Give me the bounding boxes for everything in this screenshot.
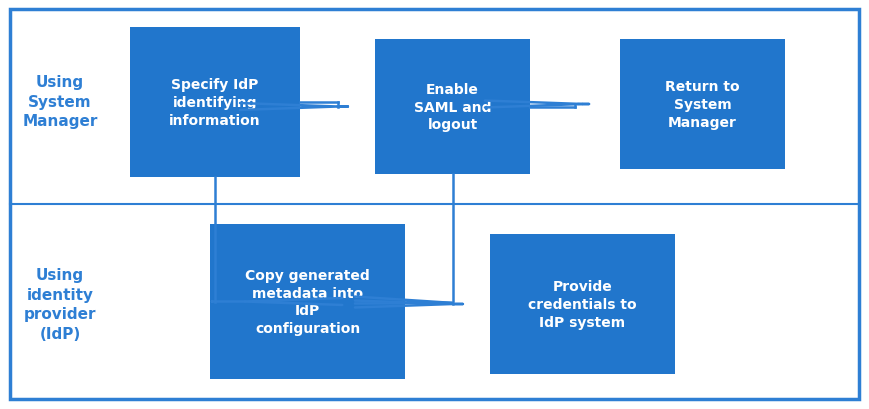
- Text: Using
identity
provider
(IdP): Using identity provider (IdP): [23, 267, 96, 342]
- Text: Enable
SAML and
logout: Enable SAML and logout: [414, 83, 491, 132]
- Bar: [620, 40, 785, 170]
- Text: Return to
System
Manager: Return to System Manager: [665, 80, 740, 130]
- Bar: [210, 225, 405, 379]
- Text: Copy generated
metadata into
IdP
configuration: Copy generated metadata into IdP configu…: [245, 268, 370, 335]
- Bar: [130, 28, 300, 178]
- Bar: [490, 234, 675, 374]
- Text: Provide
credentials to
IdP system: Provide credentials to IdP system: [528, 279, 637, 329]
- Text: Using
System
Manager: Using System Manager: [23, 74, 97, 129]
- Text: Specify IdP
identifying
information: Specify IdP identifying information: [169, 78, 261, 128]
- Bar: [375, 40, 530, 175]
